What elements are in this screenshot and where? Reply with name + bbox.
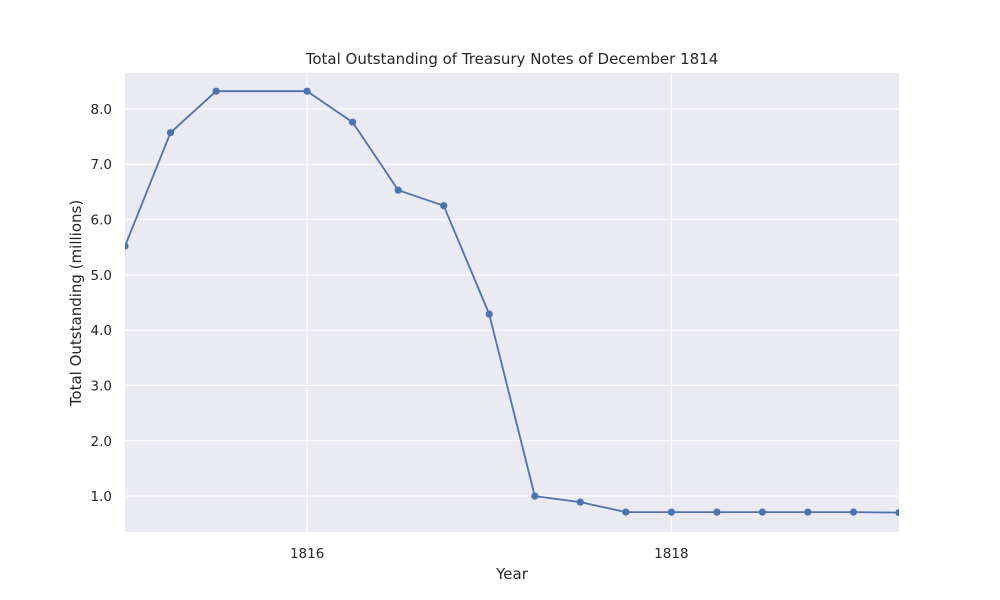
y-tick-label: 5.0 (91, 268, 112, 284)
y-tick-labels: 1.0 2.0 3.0 4.0 5.0 6.0 7.0 8.0 (91, 102, 112, 505)
data-point (212, 87, 220, 95)
plot-area (125, 73, 899, 532)
data-point (125, 242, 129, 250)
x-tick-labels: 1816 1818 (290, 546, 689, 562)
data-point (804, 508, 812, 516)
data-point (485, 310, 493, 318)
data-point (531, 492, 539, 500)
series-group (125, 87, 899, 517)
data-point (394, 186, 402, 194)
y-tick-label: 4.0 (91, 323, 112, 339)
x-axis-label: Year (495, 565, 529, 583)
y-tick-label: 2.0 (91, 434, 112, 450)
y-tick-label: 1.0 (91, 489, 112, 505)
y-tick-label: 8.0 (91, 102, 112, 118)
data-point (849, 508, 858, 516)
y-tick-label: 7.0 (91, 157, 112, 173)
y-gridlines (125, 108, 899, 497)
data-point (758, 508, 767, 516)
data-point (303, 87, 311, 95)
x-gridlines (306, 73, 672, 532)
data-point (895, 509, 899, 517)
series-layer (125, 87, 899, 517)
data-point (349, 118, 357, 126)
data-point (713, 508, 721, 516)
y-tick-label: 3.0 (91, 378, 112, 394)
data-point (576, 498, 584, 506)
data-point (440, 202, 448, 210)
data-point (166, 129, 175, 137)
x-tick-label: 1816 (290, 546, 324, 562)
data-point (667, 508, 676, 516)
x-tick-label: 1818 (654, 546, 688, 562)
y-axis-label: Total Outstanding (millions) (67, 200, 85, 407)
data-point (622, 508, 630, 516)
y-tick-label: 6.0 (91, 213, 112, 229)
chart-title: Total Outstanding of Treasury Notes of D… (305, 50, 719, 68)
